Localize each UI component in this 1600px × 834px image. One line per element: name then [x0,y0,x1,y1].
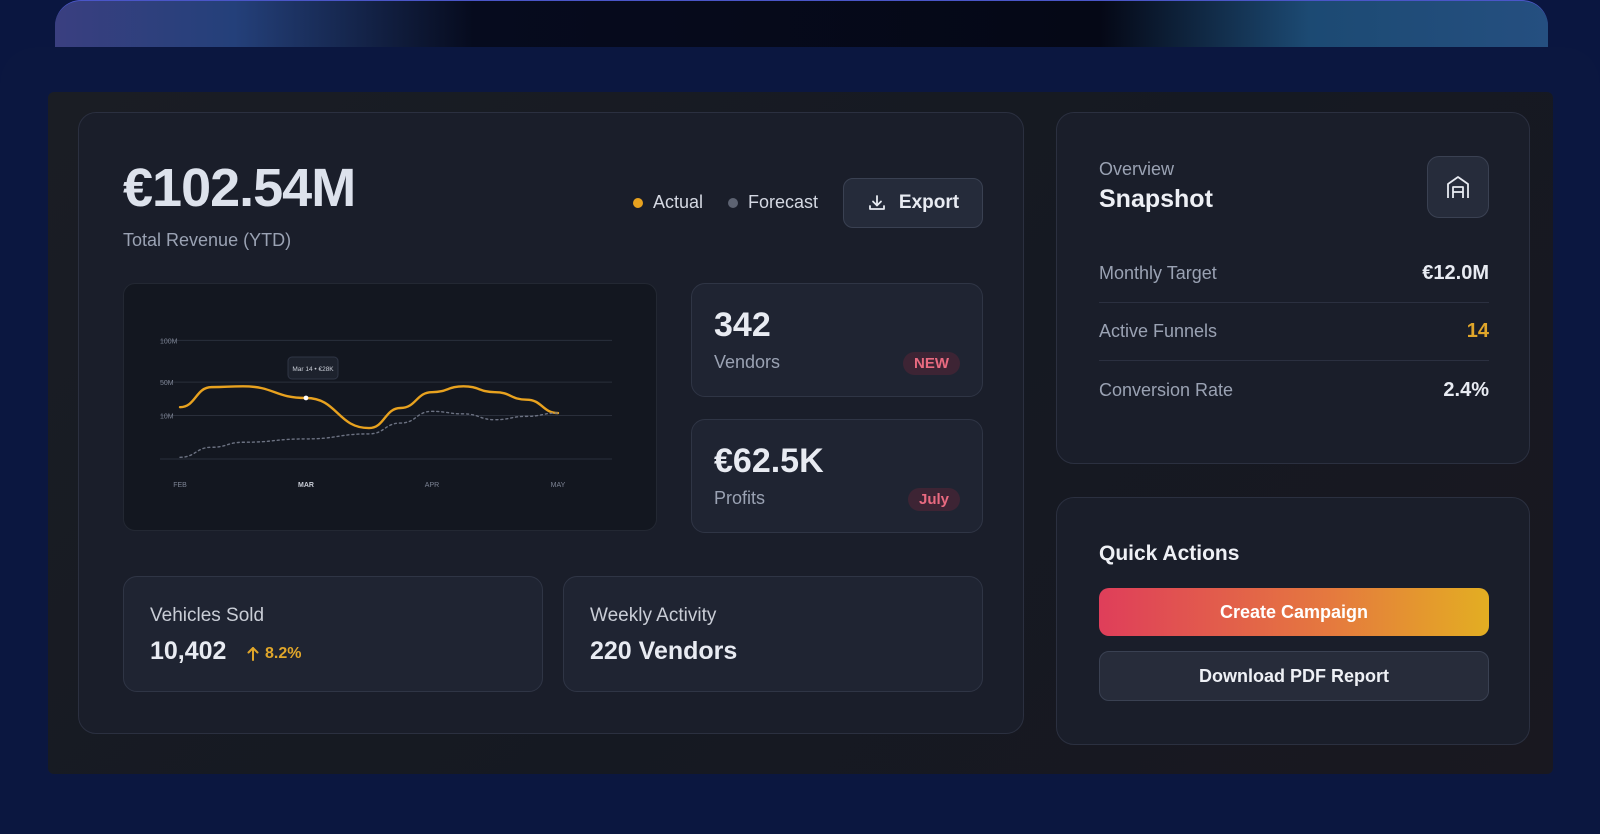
vehicles-sold-delta-value: 8.2% [265,645,302,662]
y-tick-label: 10M [160,414,174,421]
profits-stat-card[interactable]: €62.5K Profits July [691,419,983,533]
export-button[interactable]: Export [843,178,983,228]
x-tick-label: MAY [551,482,566,489]
conversion-rate-value: 2.4% [1443,378,1489,401]
snapshot-title: Snapshot [1099,185,1213,213]
x-tick-label: APR [425,482,439,489]
profits-value: €62.5K [714,442,824,480]
building-icon [1447,176,1469,198]
quick-actions-card: Quick Actions Create Campaign Download P… [1056,497,1530,745]
active-funnels-value: 14 [1466,320,1489,342]
legend-forecast-label: Forecast [748,192,819,212]
x-tick-label: FEB [173,482,187,489]
conversion-rate-label: Conversion Rate [1099,379,1234,400]
vendors-label: Vendors [714,352,781,372]
weekly-activity-value: 220 Vendors [590,637,738,665]
vehicles-sold-value: 10,402 [150,637,227,665]
snapshot-icon-button[interactable] [1427,156,1489,218]
total-revenue-label: Total Revenue (YTD) [123,230,292,250]
vehicles-sold-label: Vehicles Sold [150,605,265,626]
revenue-card: €102.54M Total Revenue (YTD) Actual Fore… [78,112,1024,734]
vehicles-sold-delta: 8.2% [246,645,301,663]
download-pdf-report-button[interactable]: Download PDF Report [1099,651,1489,701]
chart-tooltip-text: Mar 14 • €28K [292,366,334,373]
month-badge: July [907,488,960,511]
export-label: Export [898,192,960,213]
total-revenue-value: €102.54M [123,158,356,218]
quick-actions-title: Quick Actions [1099,542,1240,565]
legend-forecast[interactable]: Forecast [728,192,818,213]
profits-label: Profits [714,488,766,508]
revenue-chart: 100M 50M 10M FEB MAR APR MAY Mar 14 • €28K [123,283,657,531]
weekly-activity-label: Weekly Activity [590,605,717,626]
chart-tooltip-point [303,395,309,401]
vehicles-sold-card[interactable]: Vehicles Sold 10,402 8.2% [123,576,543,692]
create-campaign-button[interactable]: Create Campaign [1099,588,1489,636]
snapshot-card: Overview Snapshot Monthly Target €12.0M … [1056,112,1530,464]
vendors-value: 342 [714,306,771,344]
new-badge: NEW [903,352,960,375]
weekly-activity-card[interactable]: Weekly Activity 220 Vendors [563,576,983,692]
snapshot-row-conversion-rate: Conversion Rate 2.4% [1099,361,1489,419]
forecast-series-line [179,410,559,458]
y-tick-label: 100M [160,338,178,345]
y-tick-label: 50M [160,380,174,387]
chart-tooltip [287,356,339,380]
legend-actual-dot [633,197,643,208]
snapshot-row-active-funnels: Active Funnels 14 [1099,303,1489,361]
download-icon [869,195,885,210]
x-tick-label: MAR [298,482,314,489]
active-funnels-label: Active Funnels [1099,321,1218,341]
legend-actual[interactable]: Actual [633,192,703,213]
snapshot-row-monthly-target: Monthly Target €12.0M [1099,245,1489,303]
arrow-up-icon [247,647,259,661]
monthly-target-label: Monthly Target [1099,263,1217,283]
monthly-target-value: €12.0M [1422,262,1489,284]
vendors-stat-card[interactable]: 342 Vendors NEW [691,283,983,397]
actual-series-line [178,385,560,430]
legend-actual-label: Actual [653,192,704,212]
legend-forecast-dot [728,197,738,208]
revenue-chart-svg: 100M 50M 10M FEB MAR APR MAY Mar 14 • €28K [160,338,612,489]
snapshot-kicker: Overview [1099,159,1175,179]
